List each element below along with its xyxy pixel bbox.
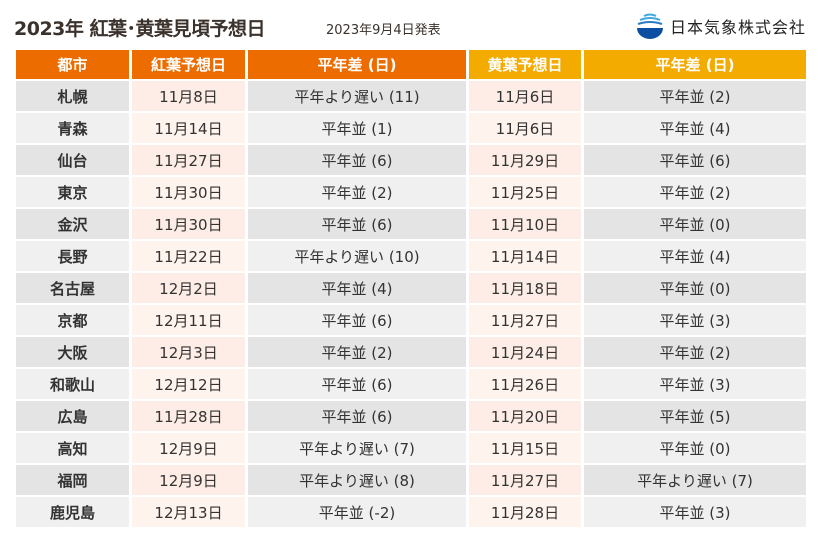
cell-oyo-date: 11月20日 bbox=[469, 401, 581, 431]
page-title: 2023年 紅葉･黄葉見頃予想日 bbox=[14, 18, 266, 40]
cell-koyo-date: 11月27日 bbox=[132, 145, 245, 175]
cell-oyo-date: 11月10日 bbox=[469, 209, 581, 239]
cell-oyo-diff: 平年並 (2) bbox=[584, 177, 806, 207]
cell-koyo-date: 11月14日 bbox=[132, 113, 245, 143]
cell-oyo-date: 11月25日 bbox=[469, 177, 581, 207]
cell-koyo-date: 12月2日 bbox=[132, 273, 245, 303]
table-row: 和歌山 12月12日 平年並 (6) 11月26日 平年並 (3) bbox=[16, 369, 806, 399]
cell-oyo-diff: 平年並 (0) bbox=[584, 209, 806, 239]
cell-oyo-diff: 平年並 (3) bbox=[584, 497, 806, 527]
table-row: 青森 11月14日 平年並 (1) 11月6日 平年並 (4) bbox=[16, 113, 806, 143]
cell-city: 広島 bbox=[16, 401, 129, 431]
cell-city: 鹿児島 bbox=[16, 497, 129, 527]
cell-koyo-date: 12月13日 bbox=[132, 497, 245, 527]
cell-city: 大阪 bbox=[16, 337, 129, 367]
cell-koyo-diff: 平年並 (4) bbox=[248, 273, 466, 303]
cell-koyo-date: 12月9日 bbox=[132, 465, 245, 495]
table-row: 仙台 11月27日 平年並 (6) 11月29日 平年並 (6) bbox=[16, 145, 806, 175]
cell-koyo-diff: 平年並 (6) bbox=[248, 209, 466, 239]
cell-koyo-diff: 平年並 (6) bbox=[248, 305, 466, 335]
announcement-date: 2023年9月4日発表 bbox=[326, 23, 441, 38]
cell-koyo-date: 11月30日 bbox=[132, 177, 245, 207]
col-oyo-diff: 平年差 (日) bbox=[584, 50, 806, 79]
cell-oyo-date: 11月28日 bbox=[469, 497, 581, 527]
table-row: 東京 11月30日 平年並 (2) 11月25日 平年並 (2) bbox=[16, 177, 806, 207]
cell-koyo-diff: 平年より遅い (7) bbox=[248, 433, 466, 463]
table-row: 金沢 11月30日 平年並 (6) 11月10日 平年並 (0) bbox=[16, 209, 806, 239]
cell-oyo-date: 11月15日 bbox=[469, 433, 581, 463]
cell-koyo-diff: 平年並 (2) bbox=[248, 177, 466, 207]
cell-oyo-diff: 平年並 (6) bbox=[584, 145, 806, 175]
cell-city: 和歌山 bbox=[16, 369, 129, 399]
cell-city: 札幌 bbox=[16, 81, 129, 111]
cell-oyo-date: 11月24日 bbox=[469, 337, 581, 367]
table-row: 福岡 12月9日 平年より遅い (8) 11月27日 平年より遅い (7) bbox=[16, 465, 806, 495]
table-row: 高知 12月9日 平年より遅い (7) 11月15日 平年並 (0) bbox=[16, 433, 806, 463]
cell-oyo-diff: 平年並 (4) bbox=[584, 113, 806, 143]
cell-city: 東京 bbox=[16, 177, 129, 207]
cell-koyo-date: 11月8日 bbox=[132, 81, 245, 111]
col-koyo-date: 紅葉予想日 bbox=[132, 50, 245, 79]
cell-koyo-date: 12月9日 bbox=[132, 433, 245, 463]
cell-oyo-diff: 平年並 (2) bbox=[584, 81, 806, 111]
cell-city: 高知 bbox=[16, 433, 129, 463]
cell-koyo-date: 12月12日 bbox=[132, 369, 245, 399]
table-row: 鹿児島 12月13日 平年並 (-2) 11月28日 平年並 (3) bbox=[16, 497, 806, 527]
table-row: 長野 11月22日 平年より遅い (10) 11月14日 平年並 (4) bbox=[16, 241, 806, 271]
cell-oyo-diff: 平年並 (3) bbox=[584, 369, 806, 399]
cell-oyo-date: 11月6日 bbox=[469, 81, 581, 111]
cell-koyo-diff: 平年より遅い (11) bbox=[248, 81, 466, 111]
cell-city: 福岡 bbox=[16, 465, 129, 495]
cell-koyo-date: 11月22日 bbox=[132, 241, 245, 271]
table-row: 京都 12月11日 平年並 (6) 11月27日 平年並 (3) bbox=[16, 305, 806, 335]
company-logo: 日本気象株式会社 bbox=[636, 12, 806, 40]
table-row: 大阪 12月3日 平年並 (2) 11月24日 平年並 (2) bbox=[16, 337, 806, 367]
cell-oyo-diff: 平年並 (3) bbox=[584, 305, 806, 335]
cell-oyo-diff: 平年並 (2) bbox=[584, 337, 806, 367]
cell-city: 京都 bbox=[16, 305, 129, 335]
cell-koyo-date: 12月11日 bbox=[132, 305, 245, 335]
cell-koyo-diff: 平年並 (-2) bbox=[248, 497, 466, 527]
col-city: 都市 bbox=[16, 50, 129, 79]
table-row: 札幌 11月8日 平年より遅い (11) 11月6日 平年並 (2) bbox=[16, 81, 806, 111]
cell-koyo-diff: 平年並 (6) bbox=[248, 369, 466, 399]
cell-koyo-diff: 平年並 (2) bbox=[248, 337, 466, 367]
logo-globe-icon bbox=[637, 13, 663, 39]
cell-oyo-diff: 平年並 (0) bbox=[584, 273, 806, 303]
cell-city: 青森 bbox=[16, 113, 129, 143]
cell-koyo-diff: 平年並 (6) bbox=[248, 401, 466, 431]
cell-oyo-diff: 平年並 (5) bbox=[584, 401, 806, 431]
cell-oyo-date: 11月27日 bbox=[469, 465, 581, 495]
cell-oyo-date: 11月26日 bbox=[469, 369, 581, 399]
cell-oyo-diff: 平年並 (0) bbox=[584, 433, 806, 463]
cell-city: 長野 bbox=[16, 241, 129, 271]
company-name: 日本気象株式会社 bbox=[670, 18, 807, 37]
cell-koyo-diff: 平年並 (1) bbox=[248, 113, 466, 143]
cell-oyo-diff: 平年並 (4) bbox=[584, 241, 806, 271]
cell-oyo-date: 11月27日 bbox=[469, 305, 581, 335]
cell-oyo-date: 11月6日 bbox=[469, 113, 581, 143]
table-row: 名古屋 12月2日 平年並 (4) 11月18日 平年並 (0) bbox=[16, 273, 806, 303]
cell-city: 名古屋 bbox=[16, 273, 129, 303]
cell-city: 金沢 bbox=[16, 209, 129, 239]
cell-koyo-diff: 平年並 (6) bbox=[248, 145, 466, 175]
table-row: 広島 11月28日 平年並 (6) 11月20日 平年並 (5) bbox=[16, 401, 806, 431]
cell-koyo-date: 11月30日 bbox=[132, 209, 245, 239]
cell-oyo-date: 11月18日 bbox=[469, 273, 581, 303]
table-header: 都市 紅葉予想日 平年差 (日) 黄葉予想日 平年差 (日) bbox=[16, 50, 806, 79]
cell-koyo-date: 11月28日 bbox=[132, 401, 245, 431]
cell-oyo-date: 11月14日 bbox=[469, 241, 581, 271]
col-koyo-diff: 平年差 (日) bbox=[248, 50, 466, 79]
cell-koyo-diff: 平年より遅い (10) bbox=[248, 241, 466, 271]
cell-koyo-diff: 平年より遅い (8) bbox=[248, 465, 466, 495]
cell-oyo-date: 11月29日 bbox=[469, 145, 581, 175]
cell-city: 仙台 bbox=[16, 145, 129, 175]
col-oyo-date: 黄葉予想日 bbox=[469, 50, 581, 79]
cell-koyo-date: 12月3日 bbox=[132, 337, 245, 367]
cell-oyo-diff: 平年より遅い (7) bbox=[584, 465, 806, 495]
forecast-table: 都市 紅葉予想日 平年差 (日) 黄葉予想日 平年差 (日) 札幌 11月8日 平年… bbox=[13, 48, 809, 529]
